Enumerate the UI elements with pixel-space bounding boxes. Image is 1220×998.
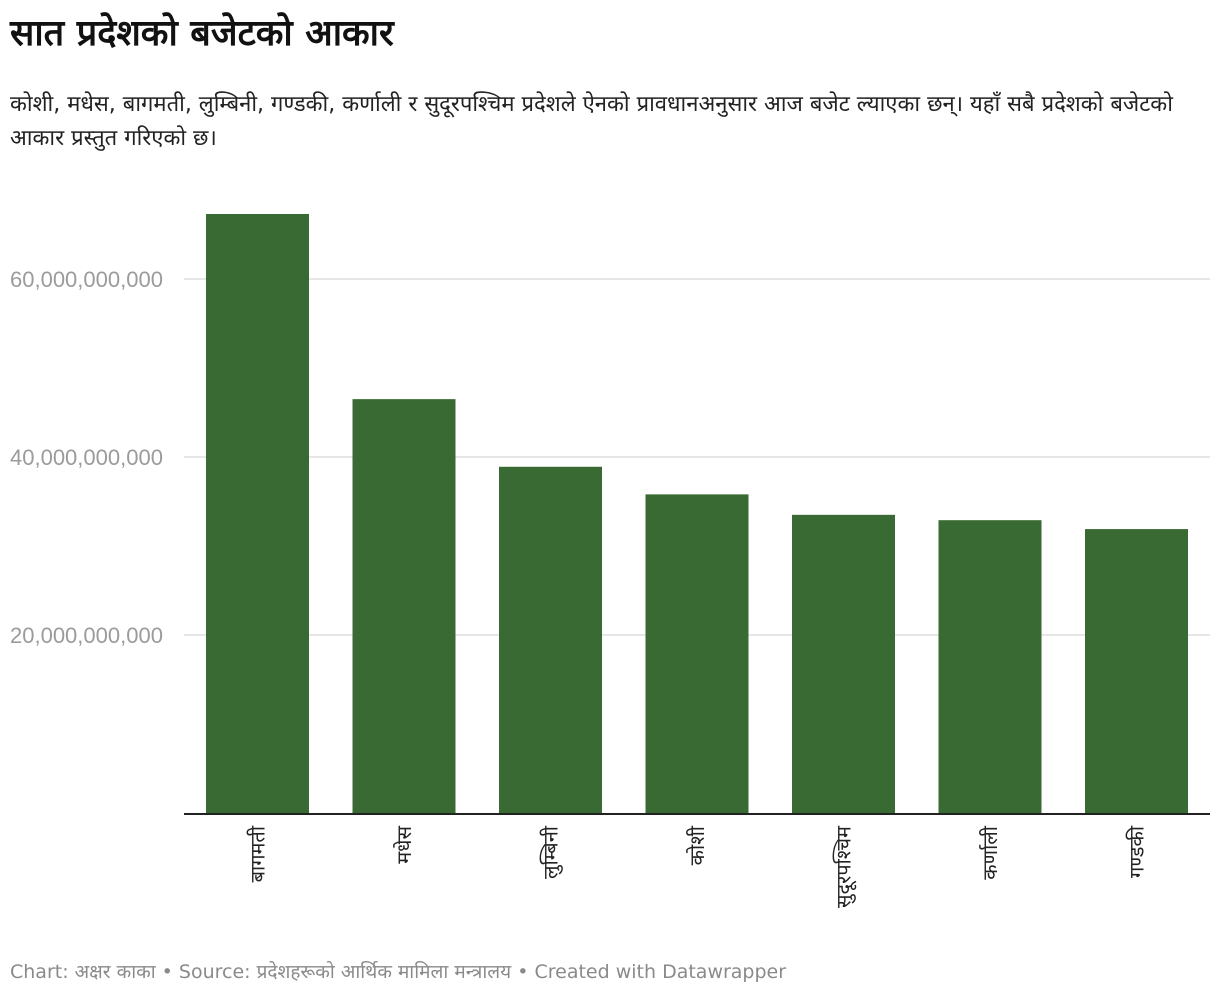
x-tick-label: मधेस	[392, 826, 416, 864]
chart-subtitle: कोशी, मधेस, बागमती, लुम्बिनी, गण्डकी, कर…	[10, 92, 1173, 151]
y-tick-label: 60,000,000,000	[10, 267, 163, 292]
x-tick-label: कर्णाली	[978, 825, 1002, 880]
bar	[645, 494, 749, 813]
bar	[1085, 529, 1188, 813]
x-tick-label: गण्डकी	[1125, 825, 1149, 878]
x-tick-label: लुम्बिनी	[539, 825, 564, 879]
x-tick-label: बागमती	[246, 825, 270, 882]
bars	[206, 214, 1188, 813]
x-tick-label: कोशी	[685, 825, 709, 865]
bar	[206, 214, 309, 813]
gridlines: 20,000,000,000 40,000,000,000 60,000,000,0…	[10, 267, 1210, 648]
chart-title: सात प्रदेशको बजेटको आकार	[10, 13, 394, 54]
chart-footer-credit: Chart: अक्षर काका • Source: प्रदेशहरूको …	[10, 961, 787, 983]
bar	[352, 399, 456, 813]
bar	[792, 514, 895, 813]
y-tick-label: 20,000,000,000	[10, 623, 163, 648]
y-tick-label: 40,000,000,000	[10, 445, 163, 470]
bar	[938, 520, 1042, 813]
bar	[499, 466, 602, 813]
x-tick-label: सुदूरपश्चिम	[832, 825, 857, 908]
category-labels: बागमती मधेस लुम्बिनी कोशी सुदूरपश्चिम कर्णाली…	[246, 825, 1149, 908]
